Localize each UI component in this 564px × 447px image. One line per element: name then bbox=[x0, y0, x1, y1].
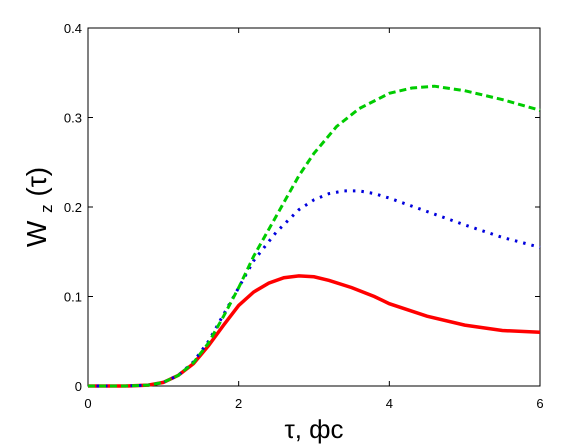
y-axis-label-main: W bbox=[21, 220, 52, 247]
y-axis-label-tail: (τ) bbox=[21, 167, 52, 197]
y-tick-label: 0.1 bbox=[64, 290, 82, 305]
y-axis-label: W z (τ) bbox=[21, 167, 58, 247]
x-axis-label: τ, фс bbox=[284, 414, 343, 444]
series-line-3 bbox=[88, 84, 541, 388]
series-line-2 bbox=[88, 189, 541, 388]
y-tick-label: 0.2 bbox=[64, 200, 82, 215]
x-tick-label: 4 bbox=[386, 396, 393, 411]
x-tick-label: 2 bbox=[235, 396, 242, 411]
y-tick-label: 0.3 bbox=[64, 111, 82, 126]
y-tick-label: 0 bbox=[75, 379, 82, 394]
y-tick-label: 0.4 bbox=[64, 21, 82, 36]
plot-frame bbox=[87, 27, 541, 387]
series-layer bbox=[88, 84, 541, 388]
axis-ticks: 0 2 4 6 0 0.1 0.2 0.3 0.4 bbox=[64, 21, 544, 411]
series-line-1 bbox=[88, 274, 541, 388]
x-tick-label: 6 bbox=[536, 396, 543, 411]
x-tick-label: 0 bbox=[84, 396, 91, 411]
y-axis-label-sub: z bbox=[37, 204, 56, 213]
